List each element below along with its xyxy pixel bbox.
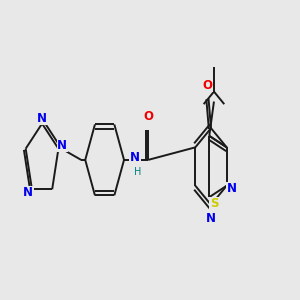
Text: O: O xyxy=(143,110,153,124)
Text: N: N xyxy=(206,212,216,224)
Text: O: O xyxy=(202,79,212,92)
Text: N: N xyxy=(23,186,33,199)
Text: N: N xyxy=(226,182,236,196)
Text: S: S xyxy=(210,197,218,210)
Text: N: N xyxy=(37,112,47,125)
Text: N: N xyxy=(57,139,67,152)
Text: H: H xyxy=(134,167,141,177)
Text: N: N xyxy=(130,151,140,164)
